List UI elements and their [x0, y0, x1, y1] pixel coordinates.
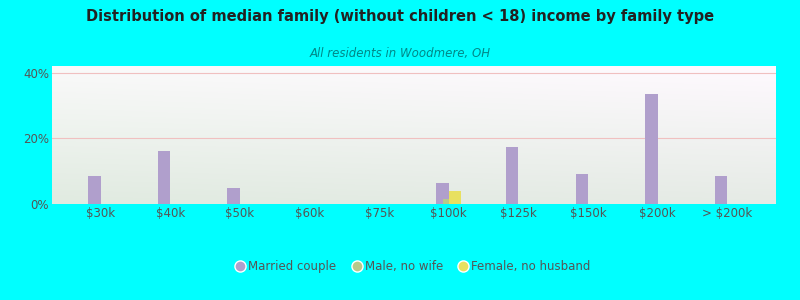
Bar: [443, 199, 456, 204]
Text: Distribution of median family (without children < 18) income by family type: Distribution of median family (without c…: [86, 9, 714, 24]
Bar: [88, 176, 101, 204]
Bar: [645, 94, 658, 204]
Bar: [506, 146, 518, 204]
Legend: Married couple, Male, no wife, Female, no husband: Married couple, Male, no wife, Female, n…: [233, 256, 595, 278]
Text: All residents in Woodmere, OH: All residents in Woodmere, OH: [310, 46, 490, 59]
Bar: [158, 152, 170, 204]
Bar: [436, 183, 449, 204]
Bar: [714, 176, 727, 204]
Bar: [449, 191, 462, 204]
Bar: [575, 174, 588, 204]
Bar: [227, 188, 240, 204]
